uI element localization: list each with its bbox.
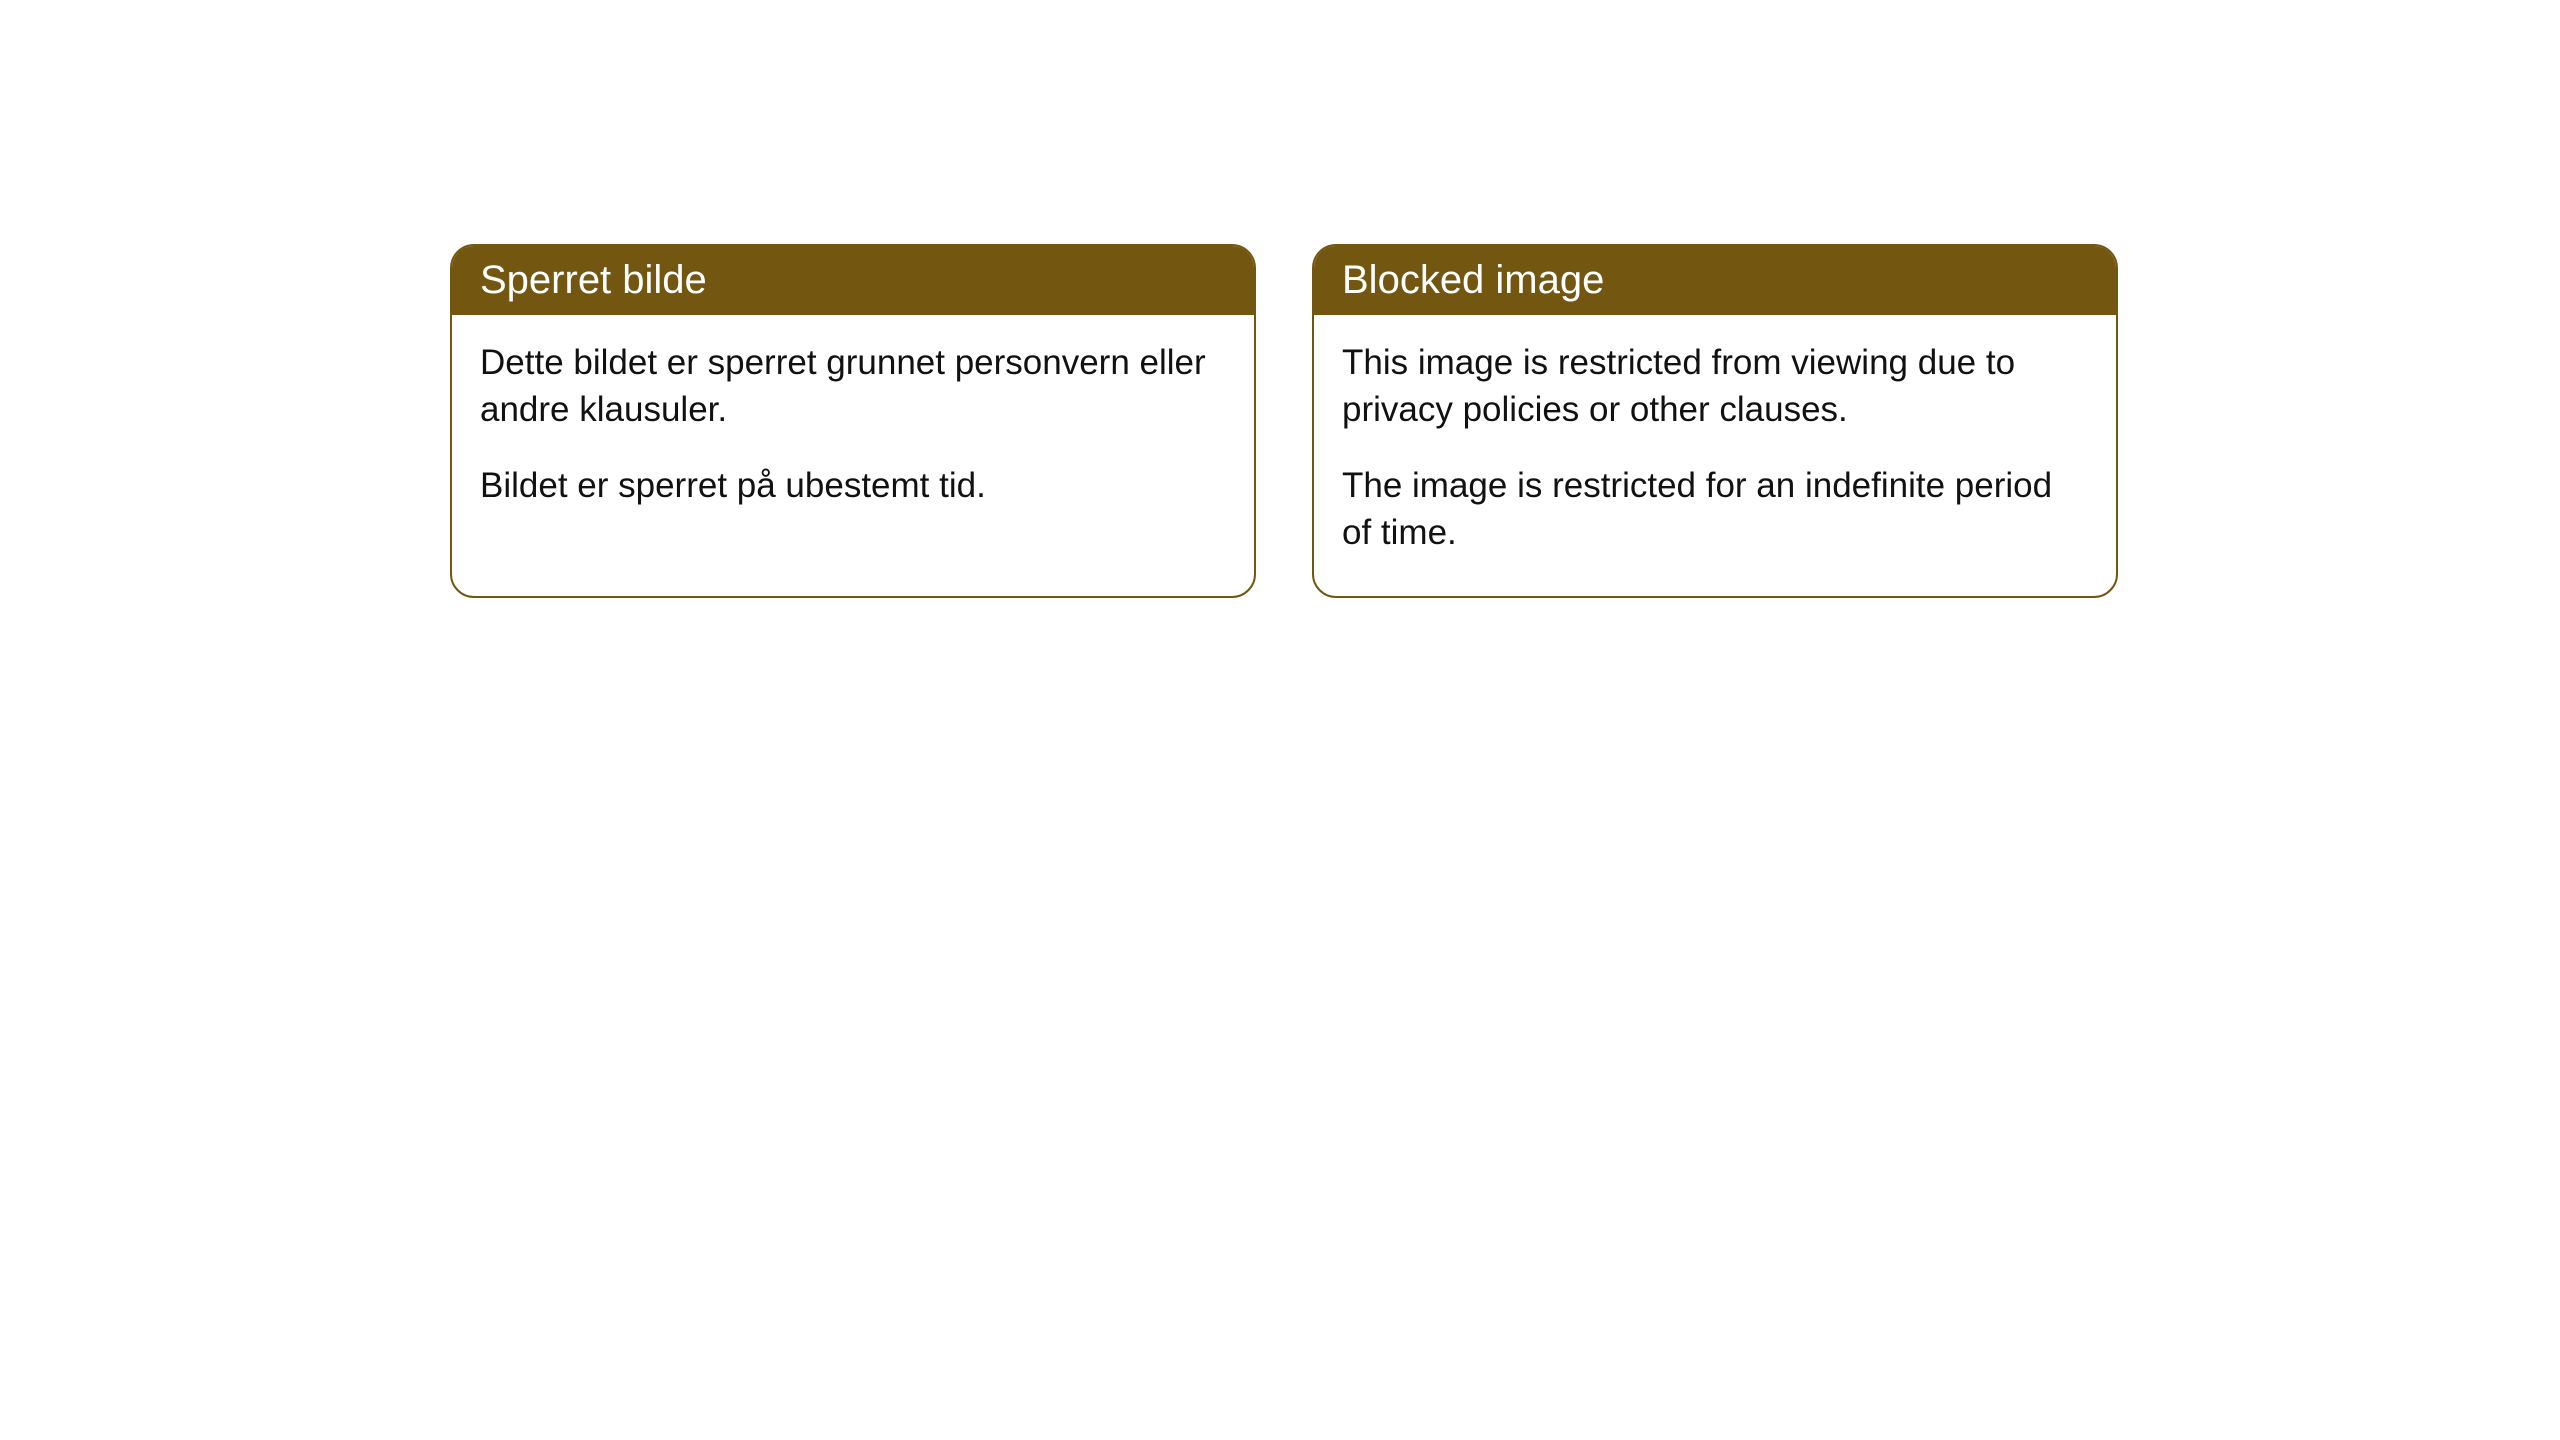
card-header-english: Blocked image: [1314, 246, 2116, 315]
notice-cards-container: Sperret bilde Dette bildet er sperret gr…: [450, 244, 2118, 598]
card-title: Blocked image: [1342, 258, 1604, 302]
card-paragraph: Dette bildet er sperret grunnet personve…: [480, 339, 1226, 434]
card-title: Sperret bilde: [480, 258, 707, 302]
card-body-english: This image is restricted from viewing du…: [1314, 315, 2116, 596]
card-paragraph: This image is restricted from viewing du…: [1342, 339, 2088, 434]
card-paragraph: The image is restricted for an indefinit…: [1342, 462, 2088, 557]
card-body-norwegian: Dette bildet er sperret grunnet personve…: [452, 315, 1254, 549]
notice-card-norwegian: Sperret bilde Dette bildet er sperret gr…: [450, 244, 1256, 598]
notice-card-english: Blocked image This image is restricted f…: [1312, 244, 2118, 598]
card-paragraph: Bildet er sperret på ubestemt tid.: [480, 462, 1226, 509]
card-header-norwegian: Sperret bilde: [452, 246, 1254, 315]
